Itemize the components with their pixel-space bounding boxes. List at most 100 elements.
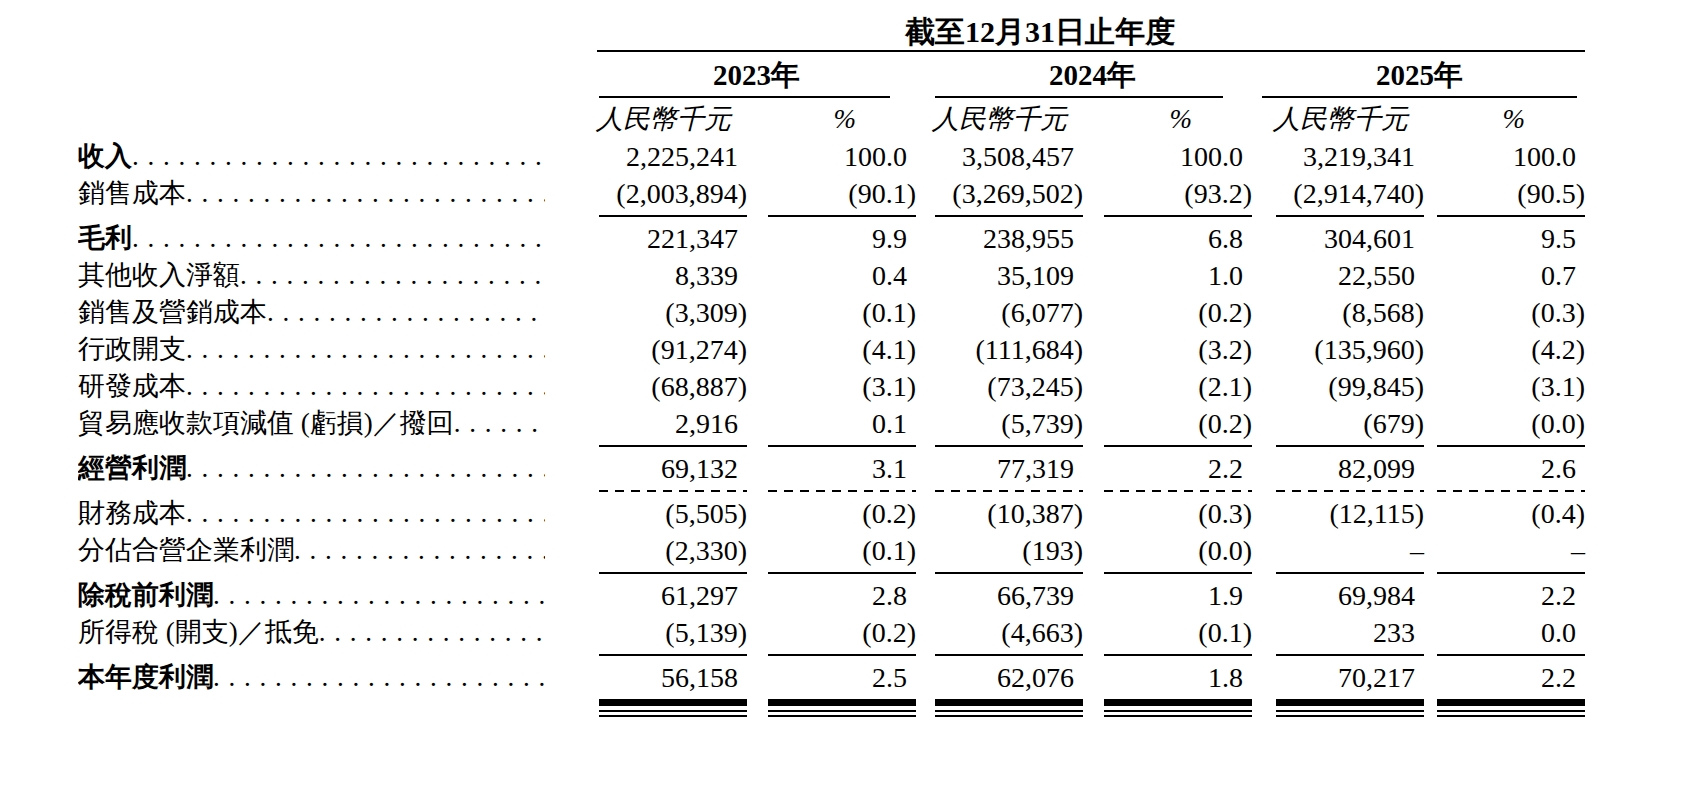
table-body: 收入. . . . . . . . . . . . . . . . . . . … xyxy=(0,138,1708,720)
row-label: 經營利潤. . . . . . . . . . . . . . . . . . … xyxy=(78,450,545,487)
percent-cell: (90.1) xyxy=(768,175,916,212)
dot-leader: . . . . . . . . . . . . . . . . . . . . … xyxy=(186,371,545,401)
amount-cell: (5,739) xyxy=(935,405,1083,442)
percent-cell: 0.0 xyxy=(1437,614,1585,651)
dot-leader: . . . . . . . . . . . . . . . . . . . . … xyxy=(186,334,545,364)
table-row: 經營利潤. . . . . . . . . . . . . . . . . . … xyxy=(0,450,1708,487)
column-rule xyxy=(1104,699,1252,706)
column-rule xyxy=(768,215,916,217)
row-label-text: 除稅前利潤 xyxy=(78,580,213,610)
amount-cell: (91,274) xyxy=(599,331,747,368)
column-rule xyxy=(1276,710,1424,712)
column-rule xyxy=(1437,715,1585,717)
column-rule xyxy=(935,710,1083,712)
row-label-text: 所得稅 (開支)／抵免 xyxy=(78,617,319,647)
year-rule-2023 xyxy=(599,96,890,98)
column-rule xyxy=(1276,715,1424,717)
column-rule xyxy=(935,572,1083,574)
dot-leader: . . . . . . . . . . . . . . . . . . . . … xyxy=(267,297,545,327)
amount-cell: 69,132 xyxy=(599,450,747,487)
row-label: 本年度利潤. . . . . . . . . . . . . . . . . .… xyxy=(78,659,545,696)
amount-cell: 3,219,341 xyxy=(1276,138,1424,175)
percent-cell: – xyxy=(1437,532,1585,569)
column-rule xyxy=(1276,490,1424,492)
year-header-2024: 2024年 xyxy=(935,56,1250,96)
column-rule xyxy=(599,490,747,492)
amount-cell: 61,297 xyxy=(599,577,747,614)
year-header-2025: 2025年 xyxy=(1262,56,1577,96)
column-rule xyxy=(1437,215,1585,217)
column-rule xyxy=(1437,445,1585,447)
row-label-text: 收入 xyxy=(78,141,132,171)
amount-cell: 233 xyxy=(1276,614,1424,651)
column-rule xyxy=(768,710,916,712)
column-rule xyxy=(1437,490,1585,492)
dot-leader: . . . . . . . . . . . . . . . . . . . . … xyxy=(132,141,545,171)
solid-rule-row xyxy=(0,569,1708,577)
column-rule xyxy=(768,715,916,717)
dot-leader: . . . . . . . . . . . . . . . . . . . . … xyxy=(213,580,545,610)
column-rule xyxy=(599,699,747,706)
amount-cell: (5,139) xyxy=(599,614,747,651)
column-rule xyxy=(1276,699,1424,706)
amount-cell: (10,387) xyxy=(935,495,1083,532)
amount-cell: (73,245) xyxy=(935,368,1083,405)
amount-cell: 62,076 xyxy=(935,659,1083,696)
percent-cell: 9.9 xyxy=(768,220,916,257)
row-label-text: 銷售及營銷成本 xyxy=(78,297,267,327)
percent-cell: 1.9 xyxy=(1104,577,1252,614)
row-label-text: 研發成本 xyxy=(78,371,186,401)
row-label: 貿易應收款項減值 (虧損)／撥回. . . . . . . . . . . . … xyxy=(78,405,545,442)
percent-cell: 6.8 xyxy=(1104,220,1252,257)
amount-cell: (8,568) xyxy=(1276,294,1424,331)
table-title: 截至12月31日止年度 xyxy=(540,12,1540,53)
percent-cell: (0.1) xyxy=(768,532,916,569)
solid-rule-row xyxy=(0,212,1708,220)
amount-cell: – xyxy=(1276,532,1424,569)
column-rule xyxy=(1104,654,1252,656)
column-rule xyxy=(599,215,747,217)
column-rule xyxy=(1104,710,1252,712)
percent-cell: (0.2) xyxy=(1104,294,1252,331)
percent-cell: 9.5 xyxy=(1437,220,1585,257)
financial-statement-page: { "page": {"background": "#ffffff", "tex… xyxy=(0,0,1708,794)
percent-cell: 100.0 xyxy=(1437,138,1585,175)
column-rule xyxy=(1104,445,1252,447)
dot-leader: . . . . . . . . . . . . . . . . . . . . … xyxy=(240,260,545,290)
column-rule xyxy=(935,715,1083,717)
row-label: 所得稅 (開支)／抵免. . . . . . . . . . . . . . .… xyxy=(78,614,545,651)
solid-rule-row xyxy=(0,442,1708,450)
percent-cell: (0.2) xyxy=(1104,405,1252,442)
row-label: 除稅前利潤. . . . . . . . . . . . . . . . . .… xyxy=(78,577,545,614)
row-label: 財務成本. . . . . . . . . . . . . . . . . . … xyxy=(78,495,545,532)
header-top-rule xyxy=(597,50,1585,52)
amount-unit-header-2023: 人民幣千元 xyxy=(596,102,796,136)
column-rule xyxy=(935,654,1083,656)
column-rule xyxy=(768,654,916,656)
column-rule xyxy=(599,715,747,717)
table-row: 本年度利潤. . . . . . . . . . . . . . . . . .… xyxy=(0,659,1708,696)
column-rule xyxy=(599,710,747,712)
amount-cell: (2,003,894) xyxy=(599,175,747,212)
row-label-text: 財務成本 xyxy=(78,498,186,528)
percent-cell: 1.0 xyxy=(1104,257,1252,294)
percent-cell: (0.1) xyxy=(768,294,916,331)
amount-cell: (68,887) xyxy=(599,368,747,405)
table-row: 行政開支. . . . . . . . . . . . . . . . . . … xyxy=(0,331,1708,368)
column-rule xyxy=(935,215,1083,217)
amount-cell: 70,217 xyxy=(1276,659,1424,696)
percent-cell: 0.7 xyxy=(1437,257,1585,294)
table-row: 毛利. . . . . . . . . . . . . . . . . . . … xyxy=(0,220,1708,257)
column-rule xyxy=(599,445,747,447)
column-rule xyxy=(1437,699,1585,706)
row-label: 銷售成本. . . . . . . . . . . . . . . . . . … xyxy=(78,175,545,212)
table-row: 所得稅 (開支)／抵免. . . . . . . . . . . . . . .… xyxy=(0,614,1708,651)
row-label: 研發成本. . . . . . . . . . . . . . . . . . … xyxy=(78,368,545,405)
amount-cell: (193) xyxy=(935,532,1083,569)
percent-cell: (0.3) xyxy=(1104,495,1252,532)
percent-cell: (3.1) xyxy=(1437,368,1585,405)
percent-cell: (0.2) xyxy=(768,614,916,651)
percent-cell: (90.5) xyxy=(1437,175,1585,212)
column-rule xyxy=(768,699,916,706)
table-row: 研發成本. . . . . . . . . . . . . . . . . . … xyxy=(0,368,1708,405)
